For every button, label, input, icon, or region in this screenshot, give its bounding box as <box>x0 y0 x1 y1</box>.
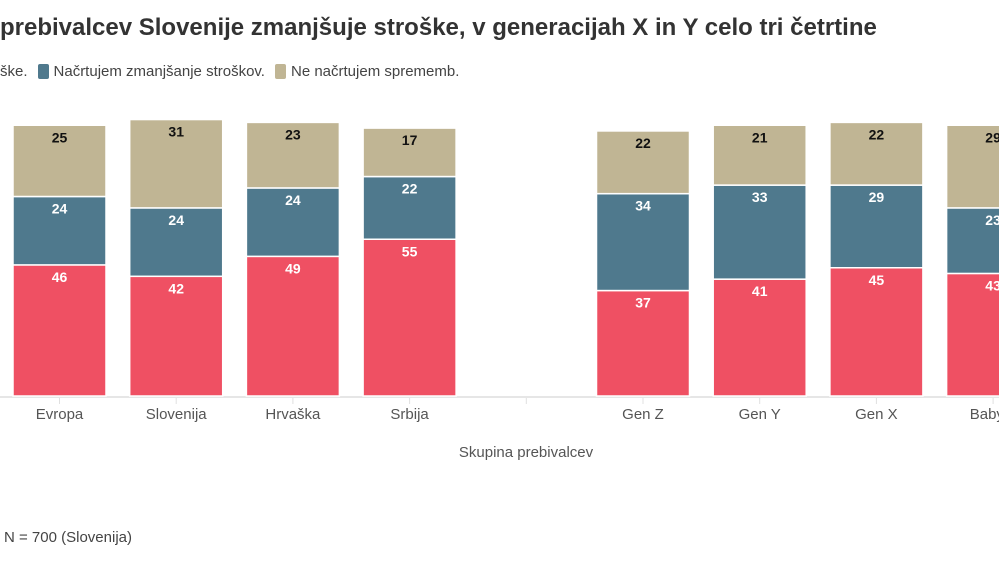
legend-item: ške. <box>0 63 28 80</box>
bar-segment <box>829 121 924 186</box>
legend: ške. Načrtujem zmanjšanje stroškov. Ne nač… <box>0 63 469 80</box>
data-label: 22 <box>402 181 418 197</box>
data-label: 22 <box>869 126 885 142</box>
data-label: 31 <box>168 124 184 140</box>
data-label: 43 <box>985 277 999 293</box>
bar-segment <box>712 124 807 186</box>
x-tick-label: Hrvaška <box>265 406 321 423</box>
bar-segment <box>829 184 924 269</box>
x-tick-label: Srbija <box>390 406 429 423</box>
data-label: 42 <box>168 280 184 296</box>
data-label: 23 <box>285 126 301 142</box>
x-axis-title: Skupina prebivalcev <box>459 444 594 461</box>
data-label: 17 <box>402 132 418 148</box>
data-label: 41 <box>752 283 768 299</box>
x-tick-label: Gen X <box>855 406 898 423</box>
legend-swatch <box>274 64 286 79</box>
x-tick-label: Gen Y <box>739 406 781 423</box>
chart-title: prebivalcev Slovenije zmanjšuje stroške,… <box>0 14 877 41</box>
data-label: 23 <box>985 212 999 228</box>
bar-segment <box>595 130 691 195</box>
bar-segment <box>128 118 224 209</box>
legend-label: Ne načrtujem sprememb. <box>290 63 460 80</box>
data-label: 37 <box>635 295 651 311</box>
bar-segment <box>362 127 457 178</box>
data-label: 55 <box>402 243 418 259</box>
legend-item: Ne načrtujem sprememb. <box>274 63 460 80</box>
bar-segment <box>595 192 691 292</box>
bar-segment <box>245 187 341 258</box>
legend-label: ške. <box>0 63 28 80</box>
x-tick-label: Evropa <box>36 406 84 423</box>
bar-segment <box>12 124 107 198</box>
sample-size-note: N = 700 (Slovenija) <box>4 529 132 546</box>
data-label: 29 <box>985 129 999 145</box>
data-label: 21 <box>752 129 768 145</box>
bar-segment <box>128 275 224 397</box>
data-label: 22 <box>635 135 651 151</box>
bar-segment <box>829 267 924 397</box>
data-label: 24 <box>52 201 68 217</box>
x-tick-label: Slovenija <box>146 406 208 423</box>
x-tick-label: Gen Z <box>622 406 664 423</box>
legend-item: Načrtujem zmanjšanje stroškov. <box>37 63 265 80</box>
data-label: 34 <box>635 198 651 214</box>
data-label: 25 <box>52 129 68 145</box>
data-label: 49 <box>285 260 301 276</box>
bar-segment <box>362 238 457 397</box>
bar-segment <box>245 255 341 397</box>
x-tick-label: Baby b <box>970 406 999 423</box>
data-label: 24 <box>285 192 301 208</box>
bar-segment <box>712 184 807 280</box>
data-label: 29 <box>869 189 885 205</box>
bar-segment <box>945 124 999 209</box>
bar-segment <box>12 195 107 266</box>
bar-segment <box>12 264 107 397</box>
data-label: 46 <box>52 269 68 285</box>
bar-segment <box>128 207 224 278</box>
bar-segment <box>595 289 691 397</box>
bar-segment <box>245 121 341 189</box>
data-label: 24 <box>168 212 184 228</box>
legend-swatch <box>37 64 49 79</box>
data-label: 45 <box>869 272 885 288</box>
legend-label: Načrtujem zmanjšanje stroškov. <box>53 63 265 80</box>
data-label: 33 <box>752 189 768 205</box>
